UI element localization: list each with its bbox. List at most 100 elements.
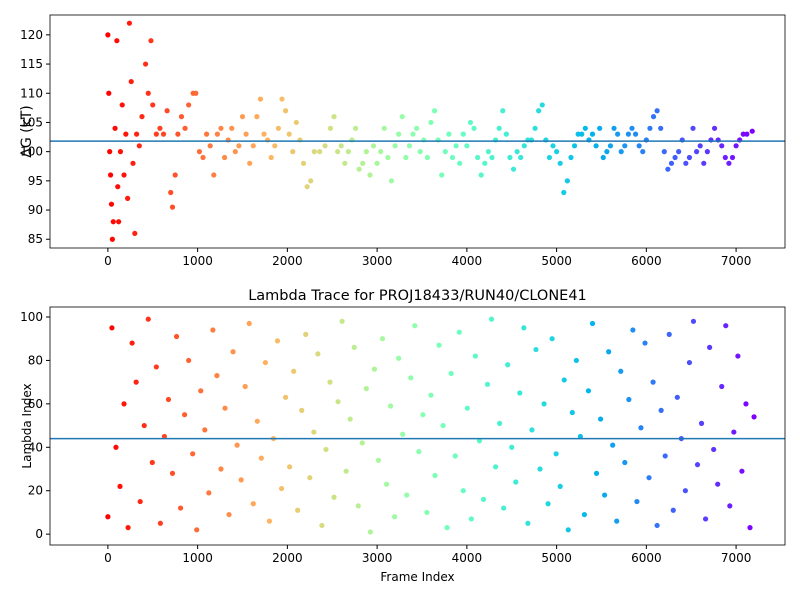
data-point [182,125,188,131]
data-point [403,154,409,161]
data-point [501,505,507,511]
data-point [428,119,434,126]
data-point [282,394,289,400]
data-point [339,318,345,324]
x-tick-label: 4000 [452,551,483,565]
data-point [239,114,246,120]
data-point [243,131,249,137]
data-point [697,143,703,149]
data-point [589,320,596,327]
data-point [291,368,297,374]
data-point [492,464,499,470]
data-point [476,438,483,444]
data-point [178,114,185,120]
data-point [719,383,725,390]
data-point [654,108,660,114]
data-point [105,32,111,38]
data-point [322,143,328,149]
data-point [168,189,174,196]
data-point [274,338,281,344]
data-point [579,131,585,137]
data-point [711,125,718,131]
data-point [582,125,588,131]
data-point [444,525,450,531]
data-point [106,90,112,96]
data-point [440,422,446,429]
data-point [352,125,359,131]
data-point [723,323,729,329]
data-point [293,119,299,126]
data-point [600,154,606,161]
data-point [125,525,131,531]
data-point [514,149,520,155]
data-point [193,90,199,96]
data-point [416,449,422,455]
data-point [414,125,420,131]
data-point [254,418,260,424]
data-point [388,178,395,184]
data-point [452,453,458,459]
data-point [607,143,614,149]
data-point [460,488,466,494]
data-point [626,396,632,403]
data-point [581,511,588,518]
data-point [378,149,384,155]
data-point [683,160,689,166]
data-point [236,143,242,149]
data-point [229,125,235,131]
data-point [136,143,142,149]
data-point [432,472,438,479]
data-point [347,416,353,422]
data-point [676,149,682,155]
data-point [420,412,426,418]
data-point [686,154,693,161]
data-point [654,522,660,529]
data-point [169,204,176,210]
y-axis-label: ΔG (kT) [19,105,35,157]
y-tick-label: 60 [28,397,43,411]
data-point [428,392,434,398]
data-point [735,353,741,359]
data-point [747,525,753,531]
data-point [108,201,115,207]
data-point [446,131,452,137]
data-point [206,490,212,496]
y-tick-label: 100 [20,310,43,324]
data-point [247,160,253,166]
data-point [505,362,511,368]
data-point [439,172,445,178]
data-point [569,409,575,416]
data-point [546,154,553,161]
data-point [218,466,224,472]
data-point [261,131,267,137]
data-point [727,503,733,509]
data-point [359,440,365,446]
data-point [165,396,172,403]
data-point [533,346,539,353]
data-point [177,505,184,511]
x-axis-label: Frame Index [380,570,454,584]
data-point [327,379,333,385]
x-tick-label: 4000 [452,254,483,268]
data-point [392,514,398,520]
data-point [650,379,656,385]
data-point [153,131,159,137]
data-point [593,143,599,149]
data-point [351,344,357,350]
data-point [554,149,560,155]
data-point [457,160,463,166]
data-point [489,154,495,161]
data-point [510,166,517,172]
data-point [307,475,313,481]
data-point [134,131,140,137]
data-point [636,143,642,149]
data-point [105,514,111,520]
data-point [129,340,135,346]
data-point [475,154,481,161]
data-point [198,388,204,394]
x-tick-label: 7000 [721,551,752,565]
y-tick-label: 40 [28,440,43,454]
data-point [254,114,260,120]
data-point [550,143,556,149]
